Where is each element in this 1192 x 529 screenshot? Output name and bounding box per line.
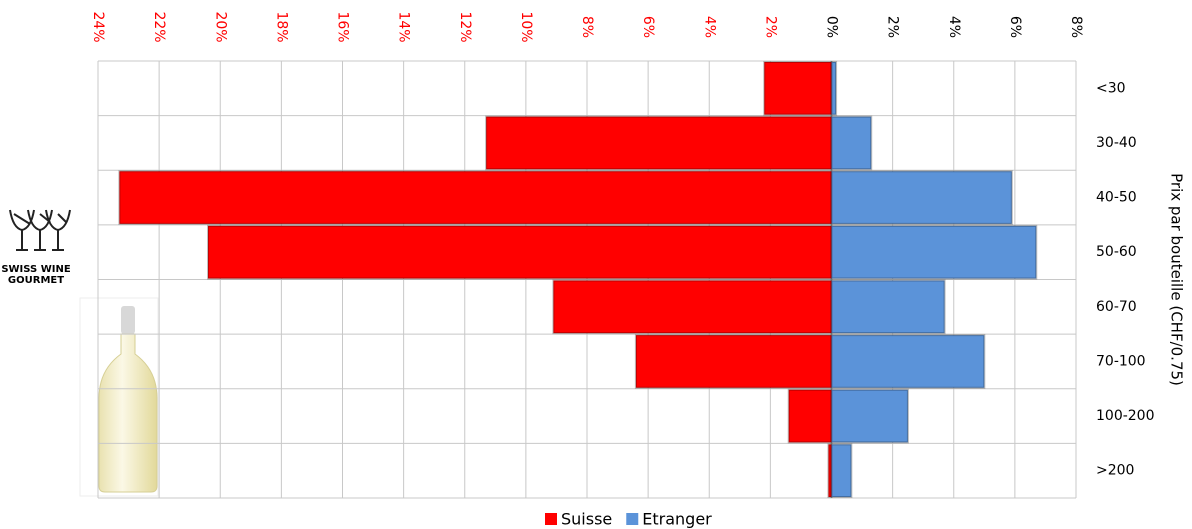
logo-text: GOURMET <box>8 275 64 286</box>
bar <box>118 170 833 225</box>
bar <box>830 443 853 498</box>
bar <box>830 279 946 335</box>
x-tick-label: 6% <box>1007 16 1023 38</box>
y-tick-label: 30-40 <box>1096 135 1137 151</box>
x-tick-label: 16% <box>335 11 351 42</box>
bar <box>485 115 833 171</box>
x-tick-label: 8% <box>1068 16 1084 38</box>
x-tick-label: 2% <box>885 16 901 38</box>
x-tick-label: 14% <box>396 11 412 42</box>
logo-icon <box>9 209 71 251</box>
x-tick-label: 8% <box>579 16 595 38</box>
y-axis-label: Prix par bouteille (CHF/0.75) <box>1168 173 1186 386</box>
legend-swatch <box>626 513 639 525</box>
bar <box>763 61 833 116</box>
y-tick-label: 50-60 <box>1096 244 1137 260</box>
x-tick-label: 20% <box>212 11 228 42</box>
bar <box>634 334 833 389</box>
bar <box>830 224 1038 280</box>
legend-swatch <box>545 513 557 525</box>
x-tick-label: 6% <box>640 16 656 38</box>
y-tick-label: 100-200 <box>1096 408 1155 424</box>
bar <box>830 170 1013 225</box>
x-tick-label: 24% <box>90 11 106 42</box>
x-tick-label: 10% <box>518 11 534 42</box>
bar <box>787 388 833 444</box>
x-tick-label: 0% <box>824 16 840 38</box>
bar <box>207 224 833 280</box>
y-tick-label: <30 <box>1096 80 1126 96</box>
y-tick-label: >200 <box>1096 463 1134 479</box>
x-tick-label: 2% <box>762 16 778 38</box>
legend-label: Suisse <box>561 510 612 529</box>
x-tick-label: 12% <box>457 11 473 42</box>
y-tick-label: 60-70 <box>1096 299 1137 315</box>
x-tick-label: 4% <box>701 16 717 38</box>
logo-text: SWISS WINE <box>1 264 71 275</box>
bar <box>552 279 833 335</box>
y-tick-label: 40-50 <box>1096 190 1137 206</box>
bar <box>830 388 909 444</box>
x-tick-label: 18% <box>273 11 289 42</box>
legend-label: Etranger <box>642 510 712 529</box>
bottle-image <box>79 297 159 497</box>
bar <box>830 115 873 171</box>
bar <box>830 61 838 116</box>
bar <box>830 334 986 389</box>
x-tick-label: 22% <box>151 11 167 42</box>
y-tick-label: 70-100 <box>1096 353 1146 369</box>
x-tick-label: 4% <box>946 16 962 38</box>
